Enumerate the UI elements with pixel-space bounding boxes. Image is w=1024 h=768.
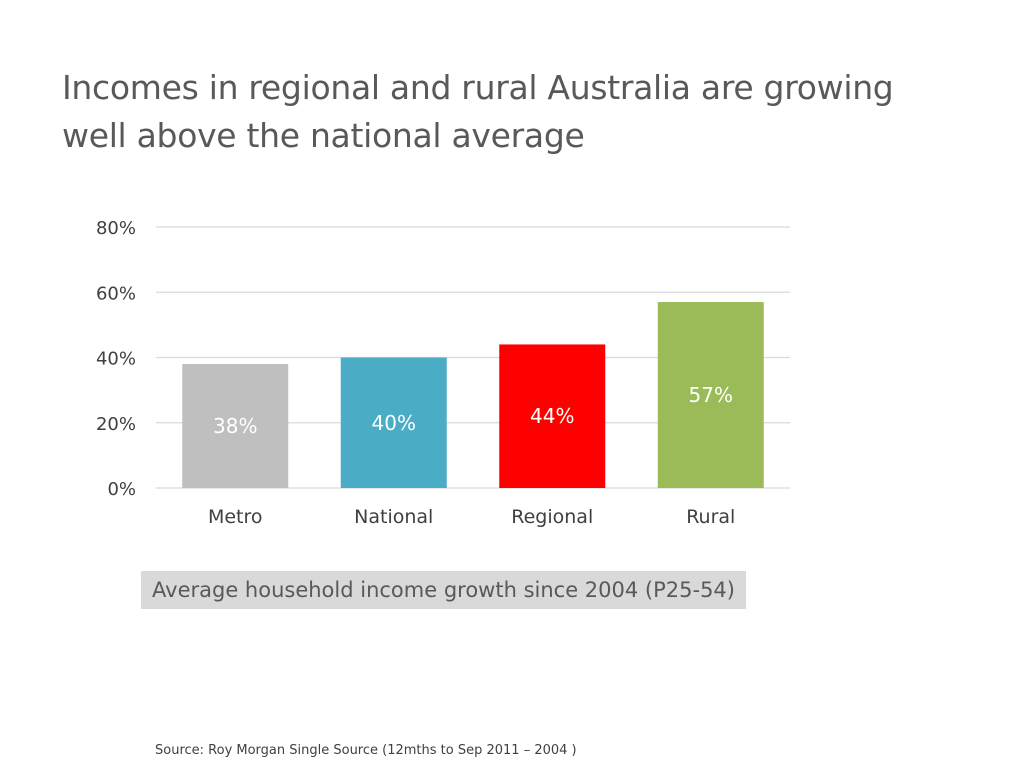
y-tick-label: 40% <box>96 349 136 370</box>
bars: 38% 40% 44% 57% <box>182 302 764 488</box>
y-tick-label: 0% <box>107 479 136 500</box>
data-label: 57% <box>689 383 733 407</box>
chart-caption-box: Average household income growth since 20… <box>141 571 746 609</box>
x-tick-label: Regional <box>511 506 593 528</box>
x-tick-label: National <box>354 506 433 528</box>
bar-regional <box>499 344 606 488</box>
source-note: Source: Roy Morgan Single Source (12mths… <box>155 743 577 758</box>
y-tick-label: 60% <box>96 283 136 304</box>
bar-national <box>340 357 447 488</box>
y-tick-label: 80% <box>96 218 136 239</box>
data-label: 40% <box>372 411 416 435</box>
x-tick-label: Rural <box>686 506 735 528</box>
data-label: 44% <box>530 404 574 428</box>
y-tick-label: 20% <box>96 414 136 435</box>
y-axis: 0% 20% 40% 60% 80% <box>96 218 136 500</box>
bar-metro <box>182 364 289 488</box>
x-axis: Metro National Regional Rural <box>208 506 735 528</box>
data-label: 38% <box>213 414 257 438</box>
slide-title: Incomes in regional and rural Australia … <box>62 68 894 155</box>
bar-rural <box>657 302 764 488</box>
chart-caption: Average household income growth since 20… <box>152 578 735 602</box>
x-tick-label: Metro <box>208 506 263 528</box>
